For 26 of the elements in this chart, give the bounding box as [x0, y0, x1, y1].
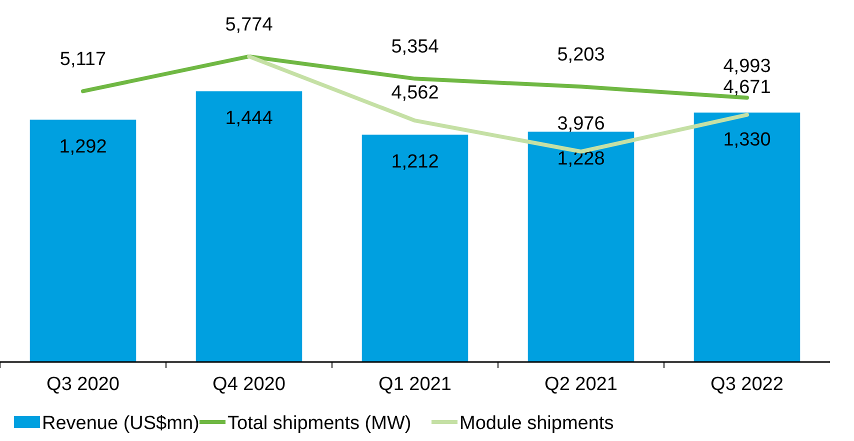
- x-tick-label: Q3 2020: [46, 374, 120, 395]
- bar: [694, 112, 800, 362]
- data-label: 1,228: [557, 148, 605, 170]
- data-label: 3,976: [557, 114, 605, 135]
- bar: [528, 132, 634, 362]
- legend-label: Module shipments: [460, 413, 614, 434]
- data-label: 4,993: [723, 56, 771, 77]
- bar: [196, 91, 302, 362]
- data-label: 4,562: [391, 82, 439, 104]
- x-tick-label: Q4 2020: [212, 374, 286, 395]
- legend-label: Revenue (US$mn): [42, 413, 200, 434]
- data-label: 1,292: [59, 136, 107, 158]
- bar: [30, 120, 136, 362]
- data-label: 1,212: [391, 152, 439, 173]
- data-label: 1,330: [723, 130, 771, 151]
- data-label: 5,203: [557, 44, 605, 66]
- data-label: 4,671: [723, 76, 771, 98]
- data-label: 5,774: [225, 14, 274, 36]
- x-tick-label: Q3 2022: [710, 374, 784, 395]
- data-label: 5,354: [391, 36, 440, 58]
- data-label: 5,117: [60, 49, 106, 70]
- legend-label: Total shipments (MW): [228, 413, 412, 434]
- data-label: 1,444: [225, 108, 274, 130]
- x-tick-label: Q2 2021: [544, 374, 618, 395]
- bar: [362, 134, 468, 362]
- x-tick-label: Q1 2021: [378, 374, 452, 395]
